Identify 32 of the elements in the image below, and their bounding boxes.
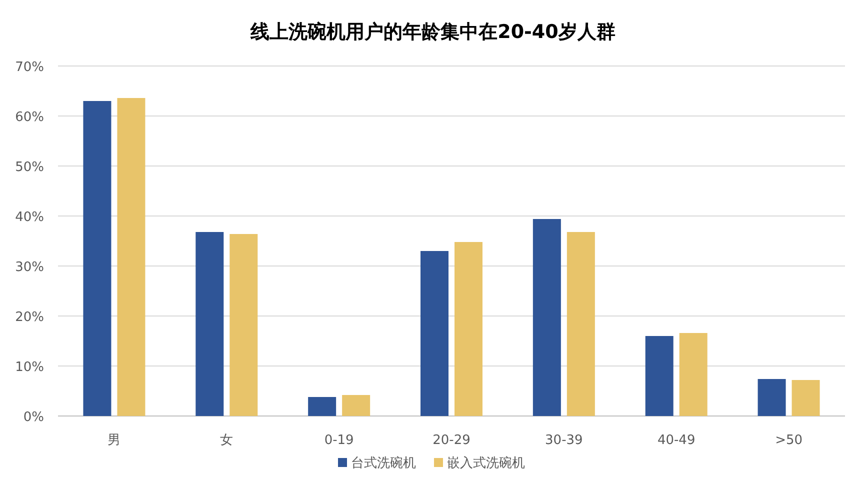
x-tick-label: 40-49 [657,433,696,448]
y-tick-label: 20% [15,310,44,325]
bar [308,397,336,416]
x-tick-label: 30-39 [545,433,583,448]
bar [196,232,224,416]
bar [454,242,482,416]
x-tick-label: 0-19 [324,433,354,448]
y-tick-label: 0% [23,410,44,425]
bar [679,333,708,416]
y-tick-label: 10% [15,360,44,375]
bar [83,101,112,416]
x-tick-label: >50 [775,433,803,448]
legend-label: 嵌入式洗碗机 [447,456,525,471]
legend-label: 台式洗碗机 [351,456,416,471]
bar [342,395,370,416]
bar [420,251,448,416]
bar [792,380,820,416]
x-tick-label: 20-29 [432,433,470,448]
y-tick-label: 50% [15,160,44,175]
y-tick-label: 40% [15,210,44,225]
bar [532,219,561,416]
y-tick-label: 60% [15,110,44,125]
bar [645,336,674,416]
y-tick-label: 30% [15,260,44,275]
bar [758,379,786,416]
bar [117,98,146,416]
x-tick-label: 男 [108,433,121,448]
x-tick-label: 女 [220,433,234,448]
bar [230,234,258,416]
chart-title: 线上洗碗机用户的年龄集中在20-40岁人群 [250,21,616,43]
y-tick-label: 70% [15,60,44,75]
bar [566,232,595,416]
